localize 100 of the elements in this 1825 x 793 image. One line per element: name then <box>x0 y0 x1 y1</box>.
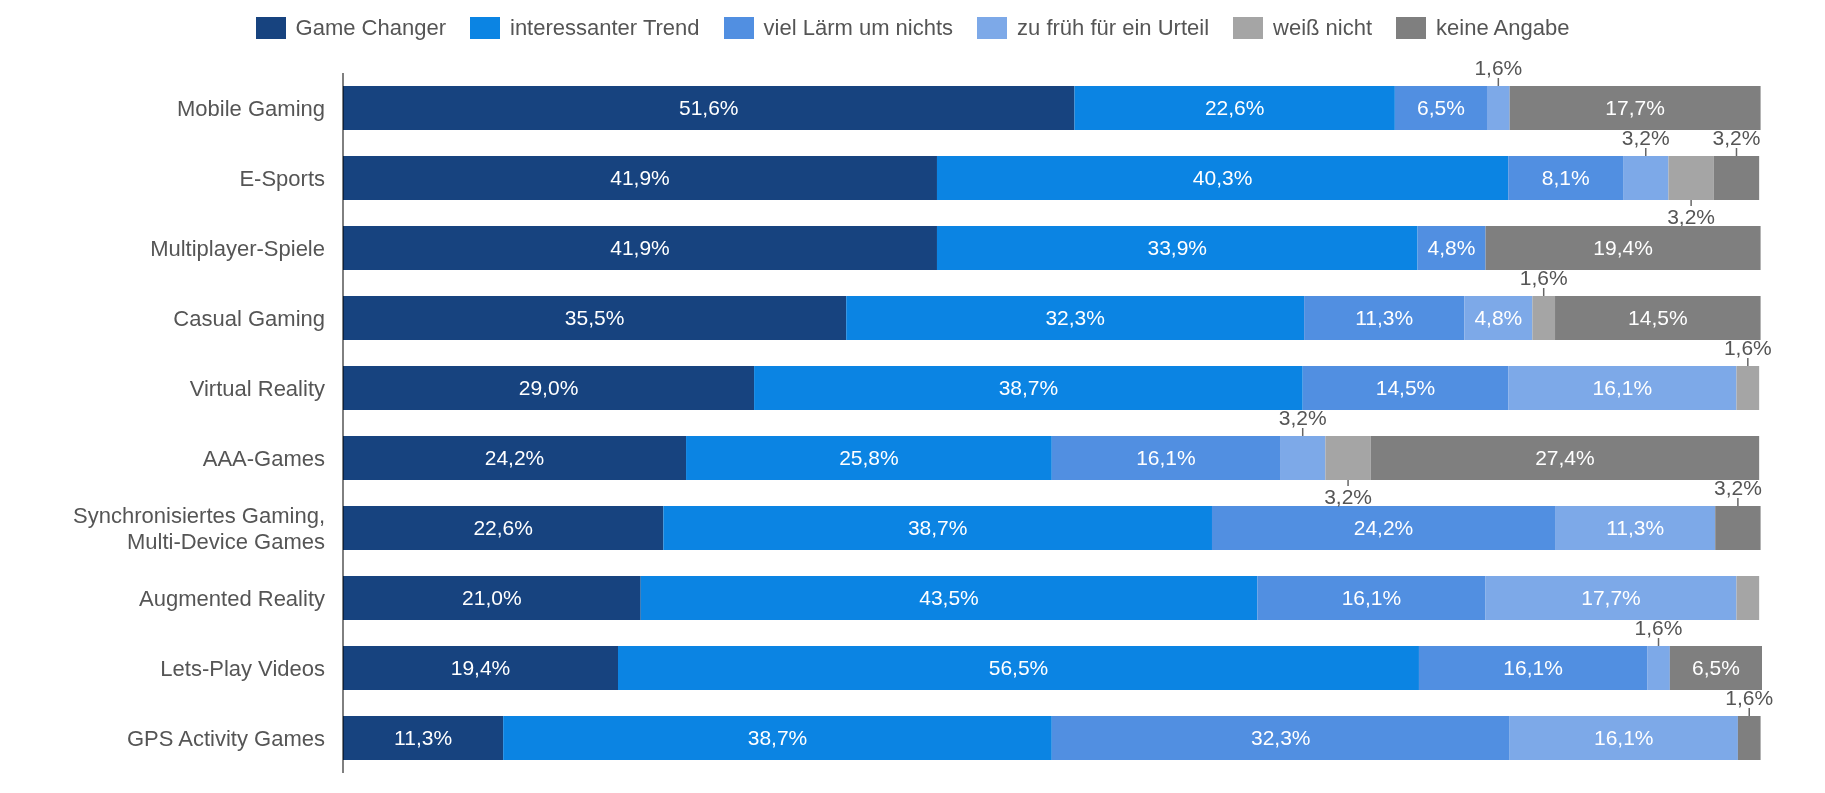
data-label: 41,9% <box>610 166 670 189</box>
data-label: 6,5% <box>1691 656 1740 679</box>
y-tick-label: Augmented Reality <box>139 586 325 611</box>
bar <box>1486 86 1510 130</box>
data-label: 14,5% <box>1375 376 1436 399</box>
bar <box>343 716 504 760</box>
bar <box>663 506 1212 550</box>
data-label: 51,6% <box>678 96 739 119</box>
bar <box>1509 716 1738 760</box>
bar <box>1668 156 1714 200</box>
bar <box>1508 366 1737 410</box>
bar <box>640 576 1258 620</box>
bar <box>754 366 1303 410</box>
bar <box>1647 646 1670 690</box>
data-label: 11,3% <box>1355 306 1414 329</box>
data-label: 3,2% <box>1621 126 1670 149</box>
bar <box>1370 436 1760 480</box>
bar <box>1280 436 1326 480</box>
data-label: 11,3% <box>394 726 453 749</box>
bar <box>1509 86 1761 130</box>
y-tick-label: AAA-Games <box>202 446 325 471</box>
data-label: 3,2% <box>1712 126 1761 149</box>
bar <box>343 576 641 620</box>
bar <box>1485 226 1761 270</box>
bar <box>1623 156 1669 200</box>
bar <box>1418 646 1648 690</box>
legend-label: keine Angabe <box>1436 15 1570 41</box>
data-label: 6,5% <box>1416 96 1465 119</box>
bar <box>846 296 1305 340</box>
bar <box>1555 296 1761 340</box>
legend-label: viel Lärm um nichts <box>763 15 954 41</box>
data-label: 1,6% <box>1723 336 1772 359</box>
legend-label: interessanter Trend <box>510 15 700 41</box>
bar <box>1211 506 1556 550</box>
data-label: 14,5% <box>1628 306 1688 329</box>
data-label: 27,4% <box>1535 446 1595 469</box>
data-label: 38,7% <box>907 516 968 539</box>
legend-label: Game Changer <box>295 15 446 41</box>
data-label: 4,8% <box>1427 236 1476 259</box>
data-label: 17,7% <box>1581 586 1641 609</box>
data-label: 17,7% <box>1605 96 1665 119</box>
bar <box>1713 156 1760 200</box>
y-tick-label: GPS Activity Games <box>126 726 325 751</box>
data-label: 41,9% <box>610 236 670 259</box>
bar <box>1257 576 1486 620</box>
data-label: 11,3% <box>1606 516 1665 539</box>
bar <box>1715 506 1761 550</box>
data-label: 16,1% <box>1592 376 1653 399</box>
data-label: 29,0% <box>518 376 579 399</box>
bar <box>936 156 1509 200</box>
data-label: 24,2% <box>1353 516 1414 539</box>
bar <box>1394 86 1487 130</box>
bar <box>1485 576 1737 620</box>
bar <box>1736 576 1760 620</box>
bar <box>1051 436 1281 480</box>
bar <box>343 226 937 270</box>
bar <box>343 506 664 550</box>
bar <box>686 436 1052 480</box>
data-label: 3,2% <box>1713 476 1762 499</box>
data-label: 35,5% <box>564 306 625 329</box>
data-label: 24,2% <box>484 446 545 469</box>
data-label: 8,1% <box>1541 166 1590 189</box>
y-tick-label: Synchronisiertes Gaming, Multi-Device Games <box>73 503 325 554</box>
data-label: 19,4% <box>450 656 511 679</box>
bar <box>1737 716 1761 760</box>
data-label: 16,1% <box>1594 726 1654 749</box>
data-label: 16,1% <box>1503 656 1563 679</box>
data-label: 3,2% <box>1667 205 1716 228</box>
bar <box>1051 716 1510 760</box>
data-label: 1,6% <box>1474 56 1523 79</box>
data-label: 43,5% <box>919 586 979 609</box>
y-tick-label: Mobile Gaming <box>177 96 325 121</box>
bar <box>1532 296 1556 340</box>
bar <box>1074 86 1395 130</box>
y-tick-label: Lets-Play Videos <box>160 656 325 681</box>
data-label: 1,6% <box>1519 266 1568 289</box>
bar <box>1669 646 1762 690</box>
bar <box>343 156 937 200</box>
data-label: 38,7% <box>747 726 808 749</box>
bar <box>1325 436 1371 480</box>
data-label: 16,1% <box>1136 446 1196 469</box>
data-label: 38,7% <box>998 376 1059 399</box>
bar <box>343 296 847 340</box>
data-label: 56,5% <box>988 656 1049 679</box>
data-label: 32,3% <box>1045 306 1105 329</box>
bar <box>1304 296 1465 340</box>
y-tick-label: Multiplayer-Spiele <box>150 236 325 261</box>
data-label: 22,6% <box>1204 96 1265 119</box>
data-label: 1,6% <box>1634 616 1683 639</box>
legend-label: weiß nicht <box>1273 15 1373 41</box>
bar <box>343 646 619 690</box>
bar <box>936 226 1418 270</box>
data-label: 4,8% <box>1474 306 1523 329</box>
bar <box>1302 366 1509 410</box>
bar <box>1736 366 1760 410</box>
data-label: 25,8% <box>839 446 899 469</box>
bar <box>503 716 1052 760</box>
data-label: 40,3% <box>1192 166 1253 189</box>
bar <box>1555 506 1716 550</box>
data-label: 1,6% <box>1725 686 1774 709</box>
